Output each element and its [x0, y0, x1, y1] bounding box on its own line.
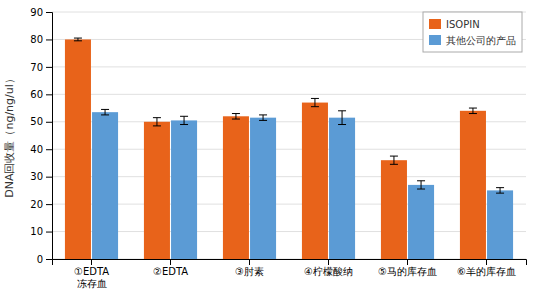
x-tick-mark	[91, 259, 92, 265]
error-bar	[390, 156, 398, 164]
x-tick: ③肘素	[235, 259, 264, 277]
bar	[408, 185, 434, 259]
legend-item: 其他公司的产品	[429, 35, 516, 46]
legend-label: ISOPIN	[446, 19, 480, 30]
y-tick-mark	[46, 67, 52, 68]
y-axis: 0 10 20 30 40 50 60 70 80 90	[30, 7, 52, 265]
bar-series	[92, 109, 513, 259]
grid-line	[52, 149, 526, 150]
bar	[65, 39, 91, 259]
y-tick-mark	[46, 149, 52, 150]
y-tick-label: 40	[30, 144, 43, 155]
bar	[92, 112, 118, 259]
error-bar	[101, 109, 109, 114]
x-tick: ⑥羊的库存血	[457, 259, 516, 277]
y-tick-label: 30	[30, 171, 43, 182]
plot: 0 10 20 30 40 50 60 70 80 90 ①EDTA冻存血 ②EDTA ③肘素 ④柠檬酸纳…	[30, 7, 526, 289]
y-tick-mark	[46, 122, 52, 123]
y-tick: 40	[30, 144, 52, 155]
y-tick: 20	[30, 199, 52, 210]
y-tick-mark	[46, 259, 52, 260]
y-tick: 70	[30, 62, 52, 73]
x-tick-label: ⑤马的库存血	[378, 266, 437, 277]
x-axis: ①EDTA冻存血 ②EDTA ③肘素 ④柠檬酸纳 ⑤马的库存血 ⑥羊的库存血	[53, 259, 527, 289]
x-tick-label: ④柠檬酸纳	[304, 266, 353, 277]
x-tick-mark	[328, 259, 329, 265]
x-tick: ④柠檬酸纳	[304, 259, 353, 277]
bar	[302, 103, 328, 259]
x-tick: ⑤马的库存血	[378, 259, 437, 277]
y-tick-label: 10	[30, 226, 43, 237]
x-tick-label: ⑥羊的库存血	[457, 266, 516, 277]
grid-line	[52, 176, 526, 177]
x-tick-mark	[486, 259, 487, 265]
grid-line	[52, 204, 526, 205]
y-tick-label: 50	[30, 116, 43, 127]
bar	[329, 118, 355, 259]
error-bar	[417, 181, 425, 189]
x-axis-line	[53, 260, 527, 266]
bar	[381, 160, 407, 259]
error-bar	[259, 115, 267, 120]
y-tick: 0	[37, 254, 52, 265]
legend-swatch	[429, 35, 441, 45]
error-bar	[496, 188, 504, 193]
y-tick: 90	[30, 7, 52, 18]
y-tick-mark	[46, 94, 52, 95]
y-tick-mark	[46, 204, 52, 205]
y-tick-mark	[46, 12, 52, 13]
x-tick-label: ②EDTA	[153, 266, 188, 277]
bar	[487, 190, 513, 259]
error-bar	[338, 111, 346, 125]
bar	[250, 118, 276, 259]
x-tick-mark	[249, 259, 250, 265]
grid-line	[52, 66, 526, 67]
x-tick-mark	[407, 259, 408, 265]
y-tick-label: 70	[30, 62, 43, 73]
legend-label: 其他公司的产品	[446, 35, 516, 46]
y-tick: 50	[30, 116, 52, 127]
y-tick-label: 80	[30, 34, 43, 45]
x-tick: ①EDTA冻存血	[74, 259, 109, 289]
bar	[171, 120, 197, 259]
y-tick-mark	[46, 232, 52, 233]
grid-line	[52, 121, 526, 122]
legend-item: ISOPIN	[429, 19, 480, 30]
x-tick-mark	[170, 259, 171, 265]
legend-swatch	[429, 19, 441, 29]
x-tick-label: ③肘素	[235, 266, 264, 277]
y-tick-label: 20	[30, 199, 43, 210]
y-tick: 30	[30, 171, 52, 182]
marks	[65, 38, 513, 259]
y-tick-mark	[46, 177, 52, 178]
bar	[460, 111, 486, 259]
legend: ISOPIN 其他公司的产品	[423, 12, 522, 52]
grid-line	[52, 94, 526, 95]
legend-frame	[423, 12, 522, 52]
y-axis-line	[46, 13, 53, 260]
error-bar	[311, 98, 319, 106]
chart: 0 10 20 30 40 50 60 70 80 90 ①EDTA冻存血 ②EDTA ③肘素 ④柠檬酸纳…	[0, 0, 538, 301]
error-bar	[232, 114, 240, 119]
bar-series	[65, 38, 486, 259]
error-bar	[153, 118, 161, 126]
y-tick-mark	[46, 39, 52, 40]
error-bar	[180, 116, 188, 124]
x-tick-label: ①EDTA冻存血	[74, 266, 109, 289]
y-axis-title: DNA回收量（ng/ng/ul）	[3, 73, 16, 198]
bar	[144, 122, 170, 259]
grid	[52, 12, 526, 259]
y-tick-label: 60	[30, 89, 43, 100]
y-tick-label: 90	[30, 7, 43, 18]
y-tick: 60	[30, 89, 52, 100]
y-tick-label: 0	[37, 254, 43, 265]
bar	[223, 116, 249, 259]
y-tick: 10	[30, 226, 52, 237]
y-tick: 80	[30, 34, 52, 45]
x-tick: ②EDTA	[153, 259, 188, 277]
error-bar	[74, 38, 82, 41]
grid-line	[52, 231, 526, 232]
error-bar	[469, 108, 477, 113]
